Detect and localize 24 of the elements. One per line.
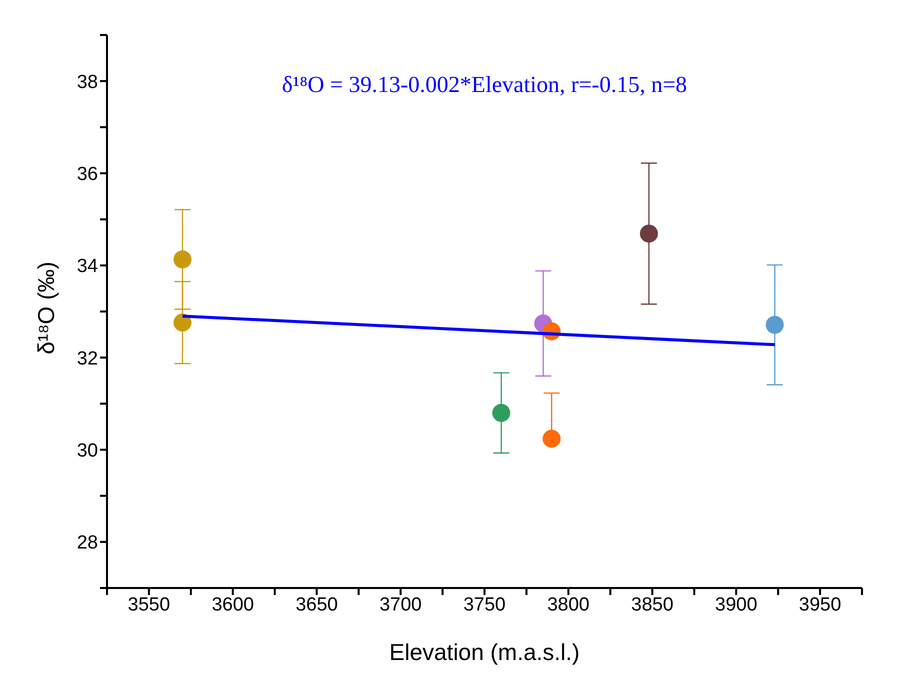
x-axis-title: Elevation (m.a.s.l.) bbox=[389, 639, 580, 665]
x-tick-label: 3850 bbox=[631, 594, 674, 616]
x-tick-label: 3800 bbox=[547, 594, 590, 616]
y-tick-label: 28 bbox=[76, 532, 98, 554]
x-tick-label: 3700 bbox=[379, 594, 422, 616]
y-tick-label: 36 bbox=[76, 164, 98, 185]
y-tick-label: 38 bbox=[76, 72, 98, 93]
x-tick-label: 3650 bbox=[296, 594, 338, 616]
y-tick-label: 30 bbox=[76, 440, 98, 462]
annotation: δ¹⁸O = 39.13-0.002*Elevation, r=-0.15, n=8 bbox=[280, 72, 688, 98]
y-tick-label: 32 bbox=[76, 348, 98, 370]
point bbox=[492, 404, 510, 422]
y-tick-label: 34 bbox=[76, 256, 98, 278]
x-tick-label: 3750 bbox=[463, 594, 506, 616]
point bbox=[640, 224, 658, 243]
point bbox=[174, 250, 192, 268]
x-tick-label: 3550 bbox=[128, 594, 170, 616]
x-tick-label: 3950 bbox=[798, 594, 842, 616]
x-tick-label: 3900 bbox=[715, 594, 758, 616]
point bbox=[174, 314, 192, 332]
x-tick-label: 3600 bbox=[212, 594, 254, 616]
y-axis-title: δ¹⁸O (‰) bbox=[33, 262, 59, 354]
point bbox=[766, 316, 784, 334]
point bbox=[542, 430, 561, 448]
